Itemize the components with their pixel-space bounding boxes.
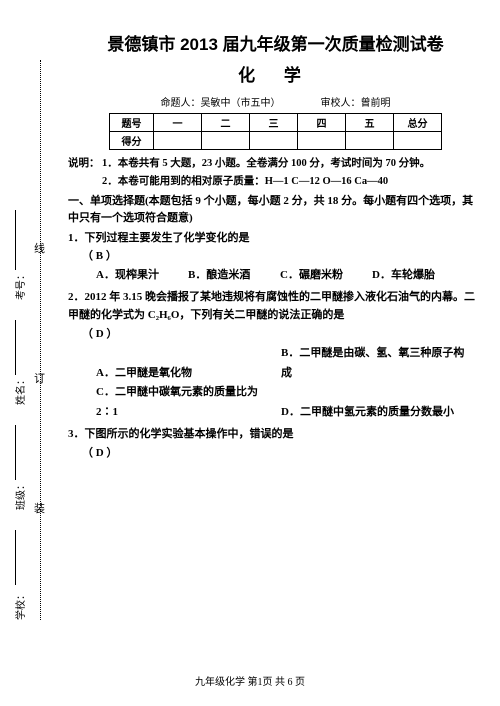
authors-line: 命题人：吴敏中（市五中） 审校人：曾前明 bbox=[68, 94, 483, 109]
opt-d: D．二甲醚中氢元素的质量分数最小 bbox=[281, 403, 466, 423]
underline-name bbox=[15, 320, 16, 375]
binding-sidebar: 学校： 班级： 姓名： 考号： 装 订 线 bbox=[0, 0, 60, 706]
answer-1: （ B ） bbox=[68, 247, 483, 266]
options-2: A．二甲醚是氧化物B．二甲醚是由碳、氢、氧三种原子构成 C．二甲醚中碳氧元素的质… bbox=[68, 344, 483, 423]
opt-a: A．二甲醚是氧化物 bbox=[96, 364, 281, 384]
score-table: 题号 一 二 三 四 五 总分 得分 bbox=[109, 113, 442, 150]
instructions: 说明：1．本卷共有 5 大题，23 小题。全卷满分 100 分，考试时间为 70… bbox=[68, 156, 483, 172]
main-title: 景德镇市 2013 届九年级第一次质量检测试卷 bbox=[68, 30, 483, 55]
char-xian: 线 bbox=[34, 240, 45, 256]
opt-a: A．现榨果汁 bbox=[96, 266, 188, 286]
opt-b: B．二甲醚是由碳、氢、氧三种原子构成 bbox=[281, 344, 466, 384]
th-5: 五 bbox=[346, 114, 394, 132]
question-3: 3．下图所示的化学实验基本操作中，错误的是 bbox=[68, 425, 483, 444]
th-4: 四 bbox=[298, 114, 346, 132]
th-number: 题号 bbox=[110, 114, 154, 132]
cell bbox=[202, 132, 250, 150]
cell bbox=[154, 132, 202, 150]
dotted-line bbox=[40, 60, 41, 620]
answer-3: （ D ） bbox=[68, 444, 483, 463]
label-name: 姓名： bbox=[12, 375, 27, 405]
page-content: 景德镇市 2013 届九年级第一次质量检测试卷 化 学 命题人：吴敏中（市五中）… bbox=[68, 30, 483, 462]
opt-c: C．碾磨米粉 bbox=[280, 266, 372, 286]
th-score: 得分 bbox=[110, 132, 154, 150]
char-zhuang: 装 bbox=[34, 500, 45, 516]
question-1: 1．下列过程主要发生了化学变化的是 bbox=[68, 229, 483, 248]
table-row: 题号 一 二 三 四 五 总分 bbox=[110, 114, 442, 132]
opt-d: D．车轮爆胎 bbox=[372, 266, 464, 286]
label-examno: 考号： bbox=[12, 270, 27, 300]
instr-label: 说明： bbox=[68, 156, 102, 172]
instr-line1: 1．本卷共有 5 大题，23 小题。全卷满分 100 分，考试时间为 70 分钟… bbox=[102, 158, 430, 169]
subject-title: 化 学 bbox=[68, 61, 483, 86]
question-2: 2．2012 年 3.15 晚会播报了某地违规将有腐蚀性的二甲醚掺入液化石油气的… bbox=[68, 288, 483, 325]
instr-line2: 2．本卷可能用到的相对原子质量：H—1 C—12 O—16 Ca—40 bbox=[68, 174, 483, 190]
opt-c: C．二甲醚中碳氧元素的质量比为 2∶1 bbox=[96, 383, 281, 423]
answer-2: （ D ） bbox=[68, 325, 483, 344]
cell bbox=[394, 132, 442, 150]
author-right: 审校人：曾前明 bbox=[321, 98, 391, 109]
cell bbox=[250, 132, 298, 150]
th-2: 二 bbox=[202, 114, 250, 132]
th-total: 总分 bbox=[394, 114, 442, 132]
cell bbox=[298, 132, 346, 150]
page-footer: 九年级化学 第1页 共 6 页 bbox=[0, 673, 500, 688]
th-3: 三 bbox=[250, 114, 298, 132]
cell bbox=[346, 132, 394, 150]
options-1: A．现榨果汁B．酿造米酒C．碾磨米粉D．车轮爆胎 bbox=[68, 266, 483, 286]
underline-school bbox=[15, 530, 16, 585]
author-left: 命题人：吴敏中（市五中） bbox=[161, 98, 281, 109]
label-school: 学校： bbox=[12, 590, 27, 620]
section-1-header: 一、单项选择题(本题包括 9 个小题，每小题 2 分，共 18 分。每小题有四个… bbox=[68, 193, 483, 227]
underline-examno bbox=[15, 210, 16, 270]
opt-b: B．酿造米酒 bbox=[188, 266, 280, 286]
char-ding: 订 bbox=[34, 370, 45, 386]
underline-class bbox=[15, 425, 16, 480]
label-class: 班级： bbox=[12, 480, 27, 510]
table-row: 得分 bbox=[110, 132, 442, 150]
th-1: 一 bbox=[154, 114, 202, 132]
